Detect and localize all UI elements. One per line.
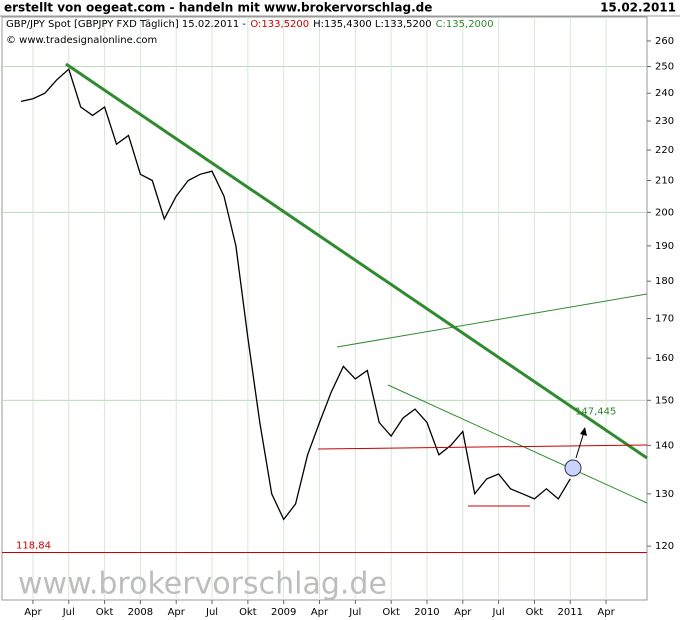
- x-tick-label: Apr: [311, 607, 329, 618]
- header-right: 15.02.2011: [600, 1, 676, 15]
- x-tick-label: Jul: [205, 607, 218, 618]
- y-tick-label: 190: [655, 241, 674, 252]
- trend-line: [336, 293, 648, 348]
- x-tick-label: Jul: [492, 607, 505, 618]
- legend-high-low: H:135,4300 L:133,5200: [313, 19, 431, 30]
- y-tick-label: 240: [655, 88, 674, 99]
- level-label: 118,84: [16, 540, 51, 551]
- y-tick-label: 160: [655, 353, 674, 364]
- legend-close: C:135,2000: [436, 19, 494, 30]
- x-tick-label: Okt: [239, 607, 257, 618]
- x-tick-label: Okt: [526, 607, 544, 618]
- x-tick-label: Apr: [168, 607, 186, 618]
- target-label: 147,445: [575, 407, 616, 418]
- y-tick-label: 140: [655, 440, 674, 451]
- y-tick-label: 230: [655, 116, 674, 127]
- plot-frame: [1, 16, 648, 601]
- y-tick-label: 120: [655, 541, 674, 552]
- trend-line: [387, 384, 648, 504]
- highlight-circle: [564, 459, 582, 477]
- y-tick-label: 220: [655, 145, 674, 156]
- y-tick-label: 200: [655, 207, 674, 218]
- trend-line: [65, 62, 648, 460]
- x-tick-label: 2009: [271, 607, 296, 618]
- x-tick-label: 2011: [558, 607, 583, 618]
- arrow-head: [580, 427, 587, 436]
- y-tick-label: 180: [655, 276, 674, 287]
- x-tick-label: Jul: [348, 607, 361, 618]
- x-tick-label: Jul: [62, 607, 75, 618]
- plot: [2, 68, 647, 553]
- y-tick-label: 210: [655, 175, 674, 186]
- y-tick-label: 170: [655, 314, 674, 325]
- x-tick-label: Apr: [24, 607, 42, 618]
- support-line: [317, 444, 648, 450]
- legend-open: O:133,5200: [250, 19, 309, 30]
- x-tick-label: Apr: [597, 607, 615, 618]
- y-tick-label: 150: [655, 395, 674, 406]
- y-tick-label: 260: [655, 36, 674, 47]
- header-bar: [0, 0, 680, 16]
- header-left: erstellt von oegeat.com - handeln mit ww…: [4, 1, 432, 15]
- x-tick-label: 2008: [128, 607, 153, 618]
- y-tick-label: 130: [655, 489, 674, 500]
- x-tick-label: Okt: [96, 607, 114, 618]
- x-tick-label: 2010: [414, 607, 439, 618]
- watermark: www.brokervorschlag.de: [18, 567, 387, 602]
- x-tick-label: Okt: [382, 607, 400, 618]
- legend-instrument: GBP/JPY Spot [GBPJPY FXD Täglich] 15.02.…: [6, 19, 246, 30]
- price-line: [20, 68, 571, 521]
- y-tick-label: 250: [655, 62, 674, 73]
- legend-source: © www.tradesignalonline.com: [6, 35, 157, 46]
- x-tick-label: Apr: [454, 607, 472, 618]
